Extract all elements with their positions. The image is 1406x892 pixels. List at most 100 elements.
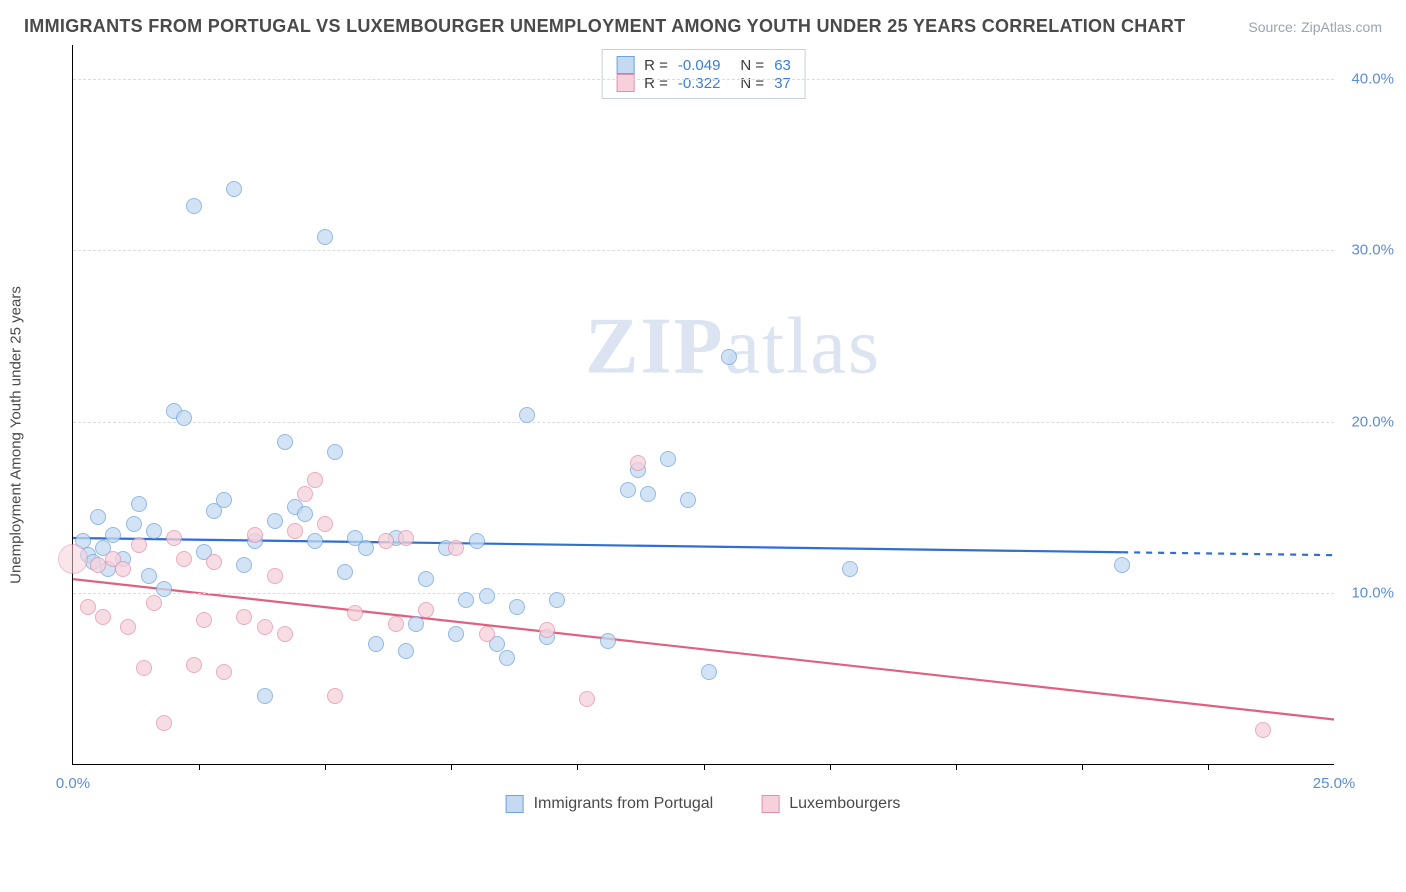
data-point-portugal xyxy=(146,523,162,539)
data-point-luxembourgers xyxy=(398,530,414,546)
plot-region: ZIPatlas R = -0.049 N = 63 R = -0.322 N … xyxy=(72,45,1334,765)
data-point-luxembourgers xyxy=(297,486,313,502)
data-point-portugal xyxy=(176,410,192,426)
data-point-portugal xyxy=(358,540,374,556)
data-point-luxembourgers xyxy=(136,660,152,676)
data-point-portugal xyxy=(267,513,283,529)
r-value-luxembourgers: -0.322 xyxy=(678,75,721,92)
data-point-portugal xyxy=(408,616,424,632)
data-point-luxembourgers xyxy=(579,691,595,707)
x-tick xyxy=(325,764,326,770)
data-point-portugal xyxy=(317,229,333,245)
x-tick xyxy=(1208,764,1209,770)
data-point-luxembourgers xyxy=(539,622,555,638)
data-point-luxembourgers xyxy=(448,540,464,556)
data-point-portugal xyxy=(479,588,495,604)
chart-title: IMMIGRANTS FROM PORTUGAL VS LUXEMBOURGER… xyxy=(24,16,1185,37)
x-tick xyxy=(451,764,452,770)
x-tick xyxy=(956,764,957,770)
data-point-portugal xyxy=(519,407,535,423)
data-point-luxembourgers xyxy=(166,530,182,546)
data-point-luxembourgers xyxy=(186,657,202,673)
data-point-luxembourgers xyxy=(347,605,363,621)
correlation-legend: R = -0.049 N = 63 R = -0.322 N = 37 xyxy=(601,49,806,99)
data-point-luxembourgers xyxy=(257,619,273,635)
data-point-portugal xyxy=(469,533,485,549)
data-point-portugal xyxy=(327,444,343,460)
data-point-portugal xyxy=(131,496,147,512)
legend-row-luxembourgers: R = -0.322 N = 37 xyxy=(616,74,791,92)
x-tick xyxy=(199,764,200,770)
data-point-portugal xyxy=(156,581,172,597)
data-point-portugal xyxy=(509,599,525,615)
legend-label-luxembourgers: Luxembourgers xyxy=(789,795,900,813)
data-point-luxembourgers xyxy=(196,612,212,628)
y-tick-label: 20.0% xyxy=(1351,413,1394,430)
y-tick-label: 40.0% xyxy=(1351,71,1394,88)
swatch-luxembourgers xyxy=(616,74,634,92)
data-point-luxembourgers xyxy=(146,595,162,611)
n-value-luxembourgers: 37 xyxy=(774,75,791,92)
data-point-portugal xyxy=(307,533,323,549)
grid-line-h xyxy=(73,79,1334,80)
trend-lines xyxy=(73,45,1334,764)
r-label: R = xyxy=(644,75,668,92)
data-point-luxembourgers xyxy=(176,551,192,567)
series-legend: Immigrants from Portugal Luxembourgers xyxy=(506,795,901,813)
data-point-luxembourgers xyxy=(120,619,136,635)
x-tick xyxy=(830,764,831,770)
legend-label-portugal: Immigrants from Portugal xyxy=(534,795,714,813)
data-point-luxembourgers xyxy=(247,527,263,543)
data-point-luxembourgers xyxy=(1255,722,1271,738)
data-point-portugal xyxy=(90,509,106,525)
data-point-luxembourgers xyxy=(630,455,646,471)
grid-line-h xyxy=(73,250,1334,251)
data-point-portugal xyxy=(337,564,353,580)
data-point-luxembourgers xyxy=(307,472,323,488)
source: Source: ZipAtlas.com xyxy=(1248,19,1382,37)
data-point-portugal xyxy=(660,451,676,467)
data-point-portugal xyxy=(499,650,515,666)
data-point-portugal xyxy=(141,568,157,584)
data-point-luxembourgers xyxy=(378,533,394,549)
x-tick xyxy=(1082,764,1083,770)
data-point-portugal xyxy=(297,506,313,522)
n-value-portugal: 63 xyxy=(774,57,791,74)
data-point-portugal xyxy=(620,482,636,498)
data-point-luxembourgers xyxy=(287,523,303,539)
data-point-luxembourgers xyxy=(277,626,293,642)
grid-line-h xyxy=(73,593,1334,594)
data-point-luxembourgers xyxy=(80,599,96,615)
origin-marker xyxy=(58,544,88,574)
data-point-luxembourgers xyxy=(115,561,131,577)
data-point-portugal xyxy=(257,688,273,704)
data-point-luxembourgers xyxy=(388,616,404,632)
legend-item-luxembourgers: Luxembourgers xyxy=(761,795,900,813)
r-value-portugal: -0.049 xyxy=(678,57,721,74)
data-point-luxembourgers xyxy=(216,664,232,680)
source-value: ZipAtlas.com xyxy=(1301,19,1382,35)
data-point-portugal xyxy=(549,592,565,608)
data-point-portugal xyxy=(236,557,252,573)
data-point-luxembourgers xyxy=(131,537,147,553)
data-point-luxembourgers xyxy=(479,626,495,642)
x-tick xyxy=(704,764,705,770)
swatch-portugal xyxy=(616,56,634,74)
data-point-portugal xyxy=(721,349,737,365)
y-axis-label: Unemployment Among Youth under 25 years xyxy=(8,286,25,584)
data-point-portugal xyxy=(226,181,242,197)
data-point-portugal xyxy=(448,626,464,642)
r-label: R = xyxy=(644,57,668,74)
data-point-luxembourgers xyxy=(156,715,172,731)
data-point-portugal xyxy=(186,198,202,214)
data-point-luxembourgers xyxy=(327,688,343,704)
data-point-portugal xyxy=(368,636,384,652)
data-point-luxembourgers xyxy=(90,557,106,573)
data-point-portugal xyxy=(1114,557,1130,573)
swatch-portugal xyxy=(506,795,524,813)
data-point-portugal xyxy=(418,571,434,587)
chart-area: Unemployment Among Youth under 25 years … xyxy=(24,45,1382,825)
data-point-luxembourgers xyxy=(418,602,434,618)
swatch-luxembourgers xyxy=(761,795,779,813)
x-tick xyxy=(577,764,578,770)
